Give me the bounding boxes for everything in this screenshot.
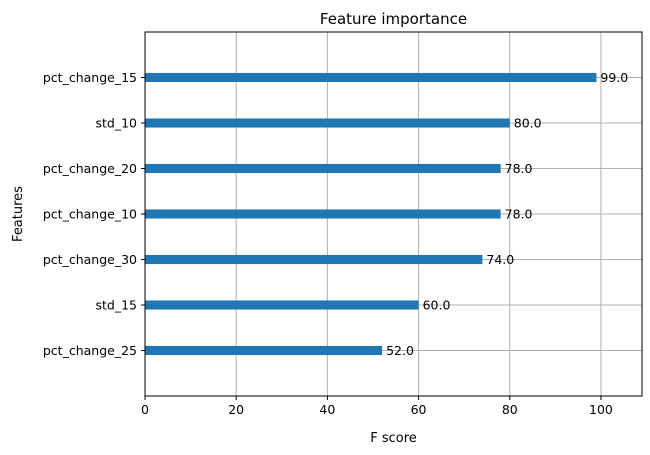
value-label: 74.0 bbox=[486, 252, 514, 267]
y-tick-label: std_10 bbox=[95, 116, 137, 131]
bars bbox=[145, 72, 597, 356]
bar-pct-change-25 bbox=[145, 345, 383, 356]
x-tick-label: 100 bbox=[589, 402, 613, 417]
y-tick-label: pct_change_30 bbox=[43, 252, 137, 267]
x-tick-label: 0 bbox=[141, 402, 149, 417]
x-axis-label: F score bbox=[370, 431, 417, 446]
y-axis-label: Features bbox=[11, 186, 26, 242]
y-tick-label: pct_change_10 bbox=[43, 207, 137, 222]
value-label: 52.0 bbox=[386, 343, 414, 358]
y-tick-label: pct_change_25 bbox=[43, 343, 137, 358]
value-label: 78.0 bbox=[505, 207, 533, 222]
value-label: 80.0 bbox=[514, 116, 542, 131]
x-tick-label: 20 bbox=[228, 402, 244, 417]
y-tick-label: pct_change_15 bbox=[43, 70, 137, 85]
chart-title: Feature importance bbox=[320, 10, 467, 28]
bar-pct-change-10 bbox=[145, 209, 501, 219]
x-tick-label: 40 bbox=[319, 402, 335, 417]
value-label: 99.0 bbox=[600, 70, 628, 85]
bar-pct-change-20 bbox=[145, 163, 501, 174]
y-tick-label: std_15 bbox=[95, 298, 137, 313]
bar-std-10 bbox=[145, 118, 510, 128]
y-axis-ticks: pct_change_25 std_15 pct_change_30 pct_chan… bbox=[43, 70, 145, 358]
x-tick-label: 60 bbox=[411, 402, 427, 417]
bar-pct-change-15 bbox=[145, 72, 597, 83]
bar-std-15 bbox=[145, 300, 419, 310]
value-label: 60.0 bbox=[423, 298, 451, 313]
x-axis-ticks: 0 20 40 60 80 100 bbox=[141, 396, 613, 417]
bar-pct-change-30 bbox=[145, 254, 483, 265]
x-tick-label: 80 bbox=[502, 402, 518, 417]
value-label: 78.0 bbox=[505, 161, 533, 176]
y-tick-label: pct_change_20 bbox=[43, 161, 137, 176]
value-labels: 52.0 60.0 74.0 78.0 78.0 80.0 99.0 bbox=[386, 70, 628, 358]
